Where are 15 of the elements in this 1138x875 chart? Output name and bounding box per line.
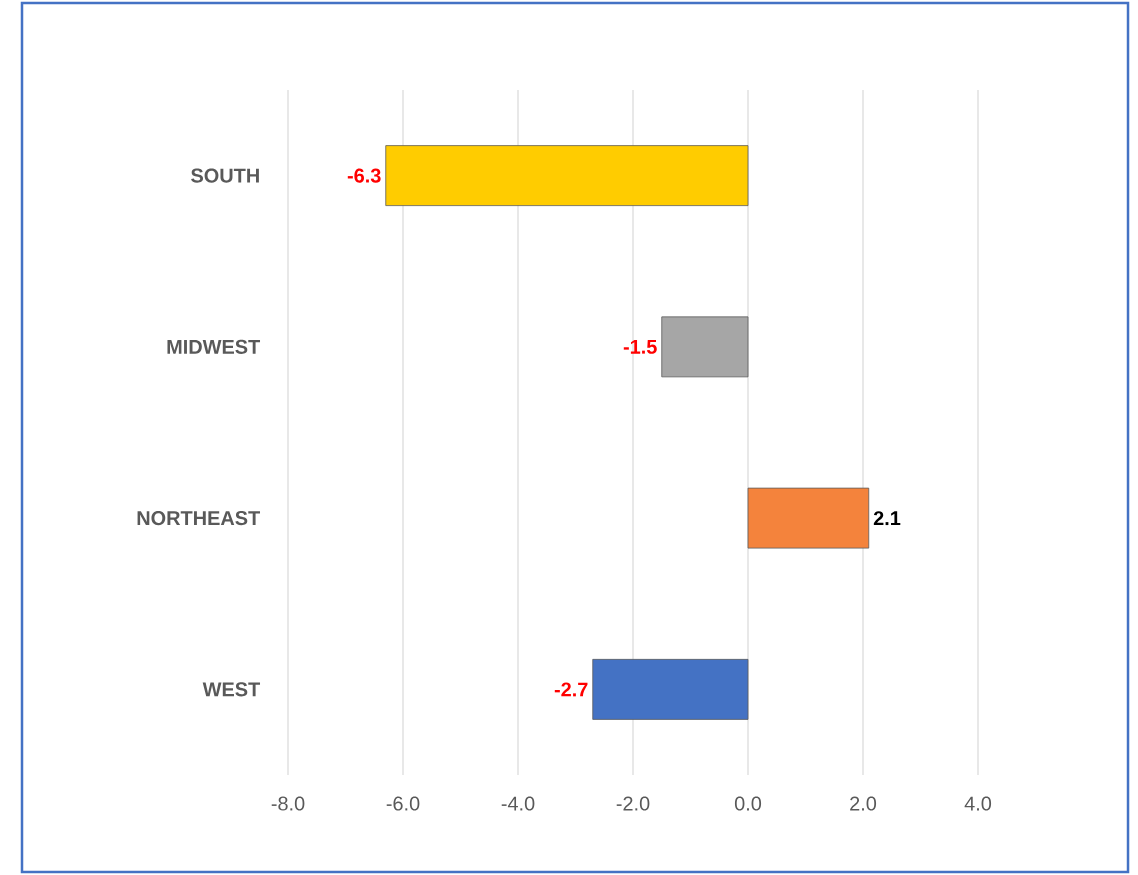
- x-tick-label: 0.0: [734, 796, 762, 811]
- x-tick-label: 4.0: [964, 796, 992, 811]
- y-tick-label: NORTHEAST: [137, 511, 260, 526]
- x-tick-label: -6.0: [386, 796, 420, 811]
- data-label: 2.1: [873, 511, 901, 526]
- x-tick-label: 2.0: [850, 796, 877, 811]
- y-tick-label: SOUTH: [191, 168, 259, 183]
- data-label: -1.5: [623, 339, 657, 354]
- y-tick-label: WEST: [202, 682, 261, 697]
- y-tick-label: MIDWEST: [167, 339, 261, 354]
- x-tick-label: -8.0: [271, 796, 305, 811]
- x-tick-label: -4.0: [501, 796, 535, 811]
- data-label: -6.3: [347, 168, 381, 183]
- data-label: -2.7: [554, 682, 588, 697]
- x-tick-label: -2.0: [616, 796, 650, 811]
